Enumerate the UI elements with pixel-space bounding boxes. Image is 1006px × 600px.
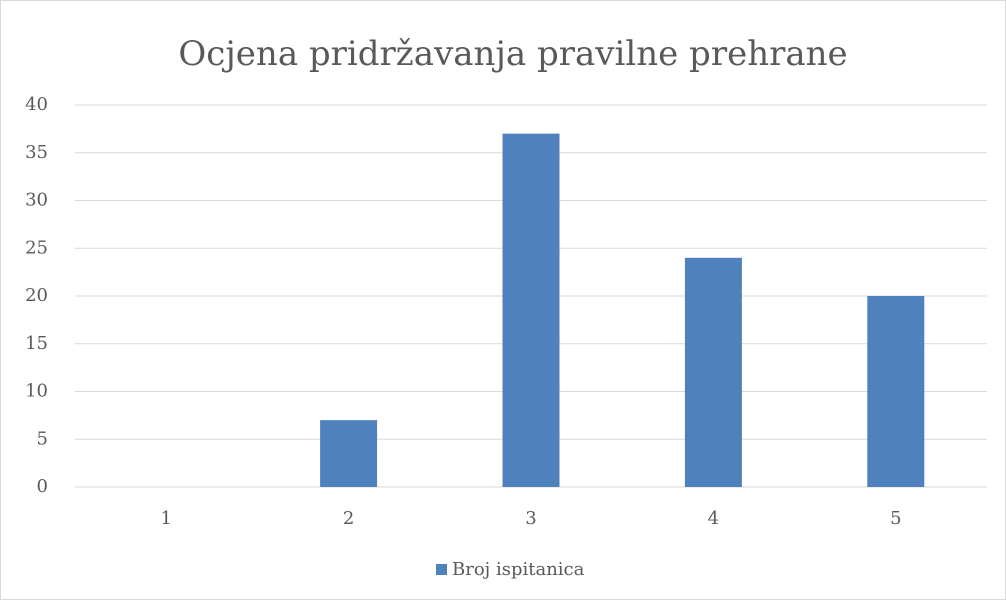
x-tick-label: 1 bbox=[160, 508, 171, 529]
legend-swatch bbox=[436, 564, 447, 575]
y-tick-label: 30 bbox=[25, 190, 48, 211]
y-tick-label: 40 bbox=[25, 94, 48, 115]
y-tick-label: 25 bbox=[25, 237, 48, 258]
bar bbox=[867, 296, 925, 487]
x-tick-label: 5 bbox=[890, 508, 901, 529]
y-tick-label: 5 bbox=[37, 428, 48, 449]
x-tick-label: 4 bbox=[708, 508, 719, 529]
chart-title: Ocjena pridržavanja pravilne prehrane bbox=[178, 34, 847, 74]
y-tick-label: 10 bbox=[25, 381, 48, 402]
x-tick-label: 3 bbox=[525, 508, 536, 529]
y-tick-label: 35 bbox=[25, 142, 48, 163]
y-tick-label: 15 bbox=[25, 333, 48, 354]
bar bbox=[320, 420, 378, 487]
y-tick-label: 20 bbox=[25, 285, 48, 306]
legend-label: Broj ispitanica bbox=[452, 559, 585, 580]
x-tick-label: 2 bbox=[343, 508, 354, 529]
bar bbox=[684, 257, 742, 487]
y-tick-label: 0 bbox=[37, 476, 48, 497]
bar bbox=[502, 133, 560, 487]
